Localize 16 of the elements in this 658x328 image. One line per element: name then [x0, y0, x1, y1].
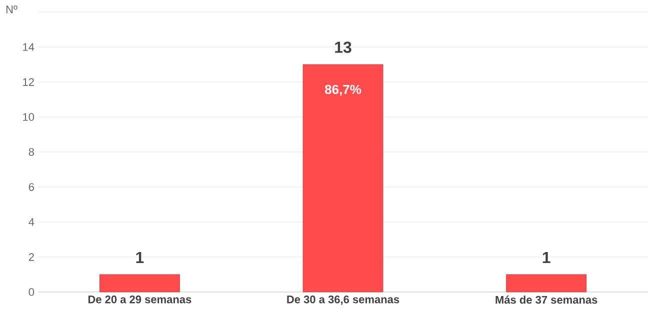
x-tick-label: De 30 a 36,6 semanas: [287, 296, 400, 305]
y-tick-label: 14: [23, 43, 34, 51]
y-tick-label: 2: [28, 253, 34, 261]
y-tick-label: 4: [28, 218, 34, 226]
y-tick-label: 6: [28, 183, 34, 191]
y-tick-label: 12: [23, 78, 34, 86]
annotation: 86,7%: [324, 84, 362, 96]
x-tick-label: De 20 a 29 semanas: [88, 296, 192, 304]
y-tick-label: 8: [28, 148, 34, 156]
x-tick-label: Más de 37 semanas: [496, 296, 598, 304]
y-axis-title: Nº: [6, 6, 18, 14]
y-tick-label: 10: [23, 113, 34, 121]
data-label: 13: [335, 42, 352, 53]
y-tick-label: 0: [28, 288, 34, 296]
data-label: 1: [136, 252, 144, 263]
data-label: 1: [542, 252, 550, 263]
